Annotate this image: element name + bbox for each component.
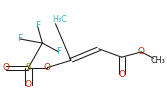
Text: H₃C: H₃C	[52, 15, 67, 24]
Text: O: O	[25, 80, 32, 89]
Text: O: O	[3, 63, 10, 72]
Text: O: O	[138, 47, 145, 56]
Text: F: F	[17, 34, 22, 43]
Text: O: O	[118, 70, 125, 79]
Text: O: O	[44, 63, 51, 72]
Text: S: S	[26, 63, 31, 72]
Text: F: F	[56, 47, 61, 56]
Text: CH₃: CH₃	[150, 56, 165, 65]
Text: F: F	[35, 21, 40, 30]
